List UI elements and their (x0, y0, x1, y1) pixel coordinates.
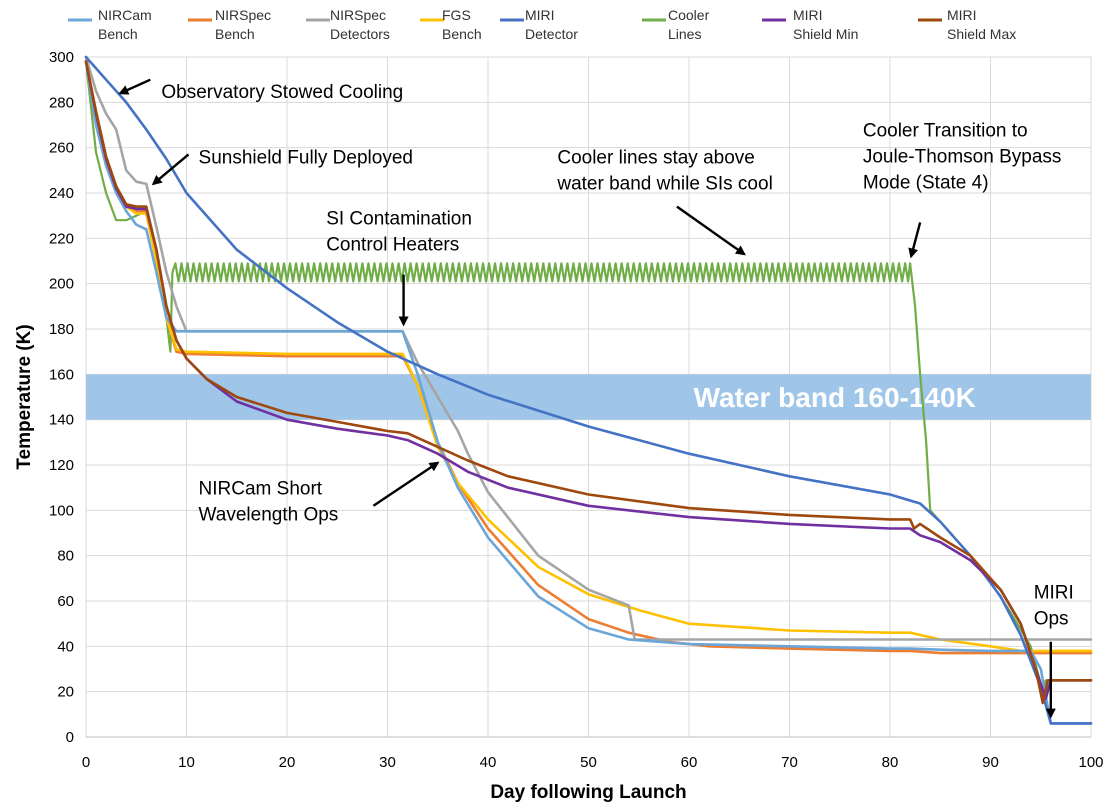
x-tick-label: 70 (781, 754, 798, 771)
annotation-arrow (372, 461, 440, 507)
legend-label: NIRSpec (330, 7, 386, 23)
x-tick-label: 60 (681, 754, 698, 771)
y-tick-label: 160 (49, 366, 74, 383)
legend-label: Bench (442, 26, 482, 42)
annotation-text: Ops (1034, 609, 1069, 630)
annotation-text: Cooler Transition to (863, 120, 1028, 141)
legend-label: Shield Max (947, 26, 1016, 42)
legend-label: Cooler (668, 7, 710, 23)
legend-label: Bench (98, 26, 138, 42)
y-tick-label: 260 (49, 140, 74, 157)
legend-label: NIRSpec (215, 7, 271, 23)
y-tick-label: 140 (49, 412, 74, 429)
legend-label: MIRI (525, 7, 555, 23)
legend-label: MIRI (793, 7, 823, 23)
axes: Day following Launch Temperature (K) 0 20… (14, 49, 1104, 803)
y-tick-label: 240 (49, 185, 74, 202)
annotation-text: Sunshield Fully Deployed (199, 148, 413, 169)
annotation-text: SI Contamination (326, 209, 472, 230)
y-tick-label: 300 (49, 49, 74, 66)
annotation-arrow (151, 153, 190, 186)
series-line-nircam-bench (84, 60, 1093, 725)
water-band-label: Water band 160-140K (694, 382, 976, 413)
legend-label: MIRI (947, 7, 977, 23)
y-tick-label: 180 (49, 321, 74, 338)
x-tick-label: 50 (580, 754, 597, 771)
y-tick-label: 280 (49, 94, 74, 111)
series-line-cooler-lines (84, 60, 1093, 693)
legend: NIRCam Bench NIRSpec Bench NIRSpec Detectors F… (68, 7, 1016, 42)
series-line-miri-detector (84, 55, 1093, 725)
legend-label: Shield Min (793, 26, 858, 42)
series-line-miri-shield-max (84, 60, 1093, 705)
y-tick-label: 120 (49, 457, 74, 474)
y-tick-label: 80 (57, 548, 74, 565)
annotation-text: Mode (State 4) (863, 172, 989, 193)
annotation-text: Control Heaters (326, 235, 459, 256)
annotation-text: Wavelength Ops (199, 504, 339, 525)
y-tick-label: 40 (57, 638, 74, 655)
annotation-text: Joule-Thomson Bypass (863, 146, 1062, 167)
x-tick-label: 30 (379, 754, 396, 771)
y-tick-label: 200 (49, 276, 74, 293)
x-tick-label: 40 (480, 754, 497, 771)
x-tick-label: 0 (82, 754, 90, 771)
x-tick-label: 80 (882, 754, 899, 771)
annotation-arrow (908, 222, 922, 259)
series-line-fgs-bench (84, 60, 1093, 653)
series-line-nirspec-detectors (84, 55, 1093, 641)
x-axis-title: Day following Launch (490, 782, 686, 803)
annotation-arrow (676, 205, 746, 256)
series-line-miri-shield-min (84, 60, 1093, 700)
legend-label: FGS (442, 7, 471, 23)
annotation-text: MIRI (1034, 583, 1074, 604)
annotation-text: Observatory Stowed Cooling (161, 82, 403, 103)
annotations: Observatory Stowed Cooling Sunshield Full… (118, 78, 1074, 719)
x-tick-label: 10 (178, 754, 195, 771)
y-tick-label: 60 (57, 593, 74, 610)
legend-label: Detector (525, 26, 578, 42)
series-lines (84, 55, 1093, 725)
x-tick-label: 100 (1078, 754, 1103, 771)
annotation-text: water band while SIs cool (556, 174, 772, 195)
y-tick-label: 220 (49, 230, 74, 247)
annotation-text: Cooler lines stay above (557, 148, 755, 169)
water-band: Water band 160-140K (86, 374, 1091, 420)
legend-label: Bench (215, 26, 255, 42)
x-tick-label: 20 (279, 754, 296, 771)
x-tick-label: 90 (982, 754, 999, 771)
y-tick-label: 0 (66, 729, 74, 746)
y-axis-title: Temperature (K) (14, 324, 35, 469)
legend-label: NIRCam (98, 7, 152, 23)
legend-label: Lines (668, 26, 701, 42)
y-tick-label: 20 (57, 684, 74, 701)
y-tick-label: 100 (49, 502, 74, 519)
annotation-text: NIRCam Short (199, 478, 323, 499)
legend-label: Detectors (330, 26, 390, 42)
annotation-arrow (118, 78, 151, 95)
